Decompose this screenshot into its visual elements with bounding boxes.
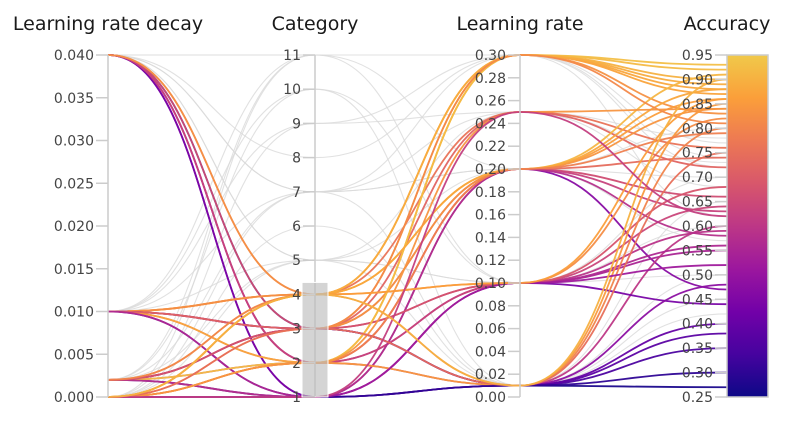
data-line-dimmed: [107, 259, 728, 387]
tick-label: 0.12: [475, 253, 506, 269]
data-line-dimmed: [107, 54, 728, 261]
data-line-dimmed: [107, 54, 728, 398]
tick-label: 4: [292, 287, 301, 303]
tick-label: 0.010: [54, 305, 94, 321]
tick-label: 0.06: [475, 322, 506, 338]
tick-label: 0.16: [475, 208, 506, 224]
axis-category[interactable]: Category 1 2 3 4 5 6 7 8 9 10 11: [272, 13, 359, 406]
tick-label: 11: [283, 48, 301, 64]
tick-label: 0.50: [682, 268, 713, 284]
tick-label: 0.020: [54, 219, 94, 235]
tick-label: 0.22: [475, 139, 506, 155]
tick-label: 8: [292, 151, 301, 167]
tick-label: 0.005: [54, 347, 94, 363]
axis-accuracy[interactable]: Accuracy 0.25 0.30 0.35 0.40 0.45 0.50 0.55 0.60…: [682, 13, 771, 406]
tick-label: 0.70: [682, 170, 713, 186]
tick-label: 0.45: [682, 292, 713, 308]
data-line-active: [107, 107, 728, 398]
tick-label: 0.24: [475, 116, 506, 132]
tick-label: 0.00: [475, 390, 506, 406]
data-line-active: [107, 78, 728, 398]
tick-label: 3: [292, 322, 301, 338]
tick-label: 7: [292, 185, 301, 201]
tick-label: 0.90: [682, 72, 713, 88]
tick-label: 5: [292, 253, 301, 269]
colorbar: [726, 54, 769, 398]
tick-label: 0.30: [475, 48, 506, 64]
data-line-active: [107, 88, 728, 398]
data-line-dimmed: [107, 54, 728, 313]
tick-label: 0.55: [682, 243, 713, 259]
data-line-active: [107, 98, 728, 313]
data-line-dimmed: [107, 111, 728, 313]
tick-label: 0.28: [475, 71, 506, 87]
tick-label: 0.20: [475, 162, 506, 178]
tick-label: 0.65: [682, 195, 713, 211]
tick-label: 0.60: [682, 219, 713, 235]
active-lines-layer: [107, 54, 728, 398]
data-line-dimmed: [107, 88, 728, 387]
tick-label: 0.030: [54, 134, 94, 150]
tick-label: 6: [292, 219, 301, 235]
tick-label: 1: [292, 390, 301, 406]
axis-title: Learning rate: [456, 13, 583, 35]
tick-label: 0.75: [682, 146, 713, 162]
data-line-active: [107, 168, 728, 398]
tick-label: 0.85: [682, 97, 713, 113]
tick-label: 0.14: [475, 230, 506, 246]
data-line-dimmed: [107, 259, 728, 381]
tick-label: 0.08: [475, 299, 506, 315]
axis-learning-rate[interactable]: Learning rate 0.00 0.02 0.04 0.06 0.08 0.10 0.1…: [456, 13, 583, 406]
tick-label: 0.040: [54, 48, 94, 64]
axes-layer: Learning rate decay0.0000.0050.0100.0150…: [13, 13, 771, 406]
tick-label: 0.10: [475, 276, 506, 292]
data-line-dimmed: [107, 54, 728, 381]
data-line-dimmed: [107, 111, 728, 398]
tick-label: 10: [283, 82, 301, 98]
tick-label: 0.30: [682, 366, 713, 382]
tick-label: 0.025: [54, 176, 94, 192]
tick-label: 0.95: [682, 48, 713, 64]
tick-label: 0.02: [475, 367, 506, 383]
tick-label: 0.015: [54, 262, 94, 278]
tick-label: 0.035: [54, 91, 94, 107]
data-line-dimmed: [107, 54, 728, 387]
axis-title: Category: [272, 13, 359, 35]
tick-label: 0.35: [682, 341, 713, 357]
data-line-dimmed: [107, 54, 728, 313]
tick-label: 9: [292, 116, 301, 132]
data-line-active: [108, 111, 728, 398]
data-line-active: [108, 371, 728, 398]
data-line-dimmed: [107, 54, 728, 398]
tick-label: 0.18: [475, 185, 506, 201]
tick-label: 0.25: [682, 390, 713, 406]
tick-label: 0.000: [54, 390, 94, 406]
tick-label: 0.40: [682, 317, 713, 333]
tick-label: 2: [292, 356, 301, 372]
axis-learning-rate-decay[interactable]: Learning rate decay 0.000 0.005 0.010 0.015 0…: [13, 13, 203, 406]
tick-label: 0.80: [682, 121, 713, 137]
tick-label: 0.04: [475, 344, 506, 360]
data-line-active: [107, 111, 728, 330]
axis-title: Learning rate decay: [13, 13, 203, 35]
axis-title: Accuracy: [684, 13, 771, 35]
data-line-active: [107, 151, 728, 398]
brush-selection[interactable]: [301, 281, 329, 398]
tick-label: 0.26: [475, 94, 506, 110]
data-line-dimmed: [107, 168, 728, 398]
